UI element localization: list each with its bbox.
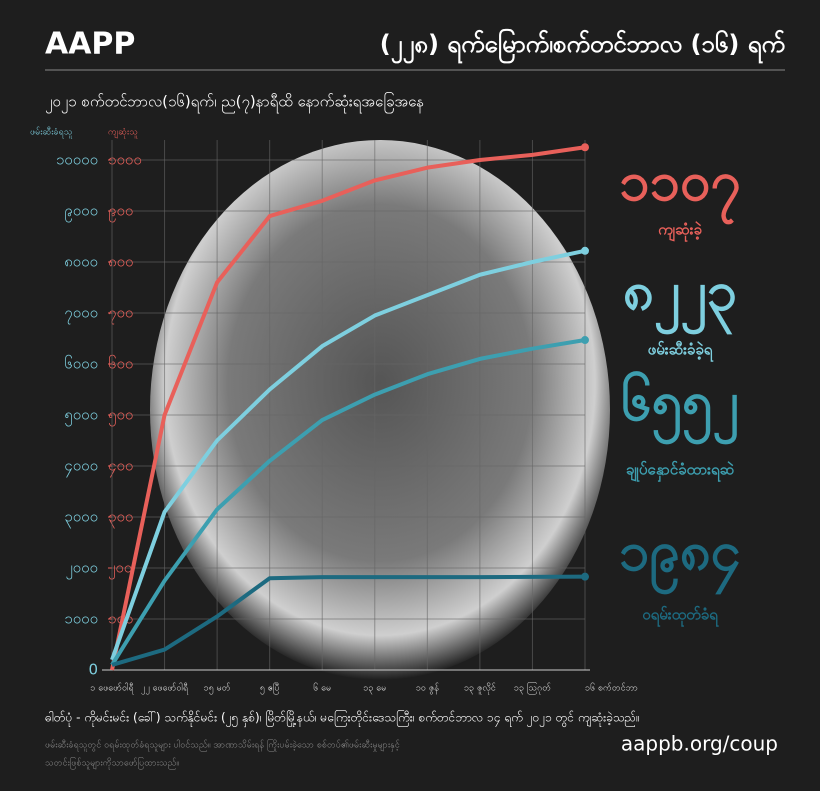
y-tick-label: ၁၀၀၀ bbox=[64, 610, 98, 628]
y-axis-label: ဖမ်းဆီးခံရသူ bbox=[30, 127, 73, 139]
x-tick-label: ၁၃ ဩဂုတ် bbox=[514, 682, 552, 695]
y2-axis-label: ကျဆုံးသူ bbox=[108, 128, 138, 139]
legend-label: ချုပ်နှောင်ခံထားရဆဲ bbox=[626, 460, 735, 483]
x-tick-label: ၅ ဧပြီ bbox=[260, 683, 280, 695]
y-tick-label: 0 bbox=[88, 661, 98, 679]
caption: ဓါတ်ပုံ - ကိုမင်းမင်း (ခေါ်) သက်နိုင်မင်… bbox=[45, 709, 640, 728]
x-tick-label: ၂၂ ဖေဖော်ဝါရီ bbox=[141, 683, 189, 695]
x-tick-label: ၁ ဖေဖော်ဝါရီ bbox=[90, 683, 134, 695]
y2-tick-label: ၂၀၀ bbox=[108, 559, 132, 580]
y-tick-label: ၇၀၀၀ bbox=[64, 304, 98, 325]
url: aappb.org/coup bbox=[621, 732, 778, 756]
photo bbox=[150, 140, 610, 680]
y-tick-label: ၅၀၀၀ bbox=[64, 406, 98, 427]
end-point bbox=[581, 246, 589, 255]
y2-tick-label: ၄၀၀ bbox=[108, 457, 133, 478]
legend-label: ကျဆုံးခဲ့ bbox=[658, 221, 702, 243]
note: သတင်းဖြစ်သူများကိုသာဖော်ပြထားသည်။ bbox=[45, 757, 179, 770]
y-tick-label: ၆၀၀၀ bbox=[64, 355, 98, 373]
y2-tick-label: ၁၀၀၀ bbox=[108, 151, 142, 169]
x-tick-label: ၁၆ စက်တင်ဘာ bbox=[585, 683, 638, 694]
total-label: ၈၂၂၃ bbox=[623, 260, 737, 335]
legend-label: ဝရမ်းထုတ်ခံရ bbox=[642, 605, 719, 628]
y2-tick-label: ၅၀၀ bbox=[108, 406, 133, 427]
y-tick-label: ၄၀၀၀ bbox=[64, 457, 98, 478]
note: ဖမ်းဆီးခံရသူတွင် ဝရမ်းထုတ်ခံရသူများ ပါဝင… bbox=[45, 739, 400, 752]
total-label: ၆၅၅၂ bbox=[621, 370, 739, 445]
y2-tick-label: ၉၀၀ bbox=[108, 202, 133, 223]
total-label: ၁၁၀၇ bbox=[619, 150, 741, 225]
y2-tick-label: ၃၀၀ bbox=[108, 508, 133, 529]
y2-tick-label: ၈၀၀ bbox=[108, 253, 133, 271]
y-tick-label: ၃၀၀၀ bbox=[64, 508, 98, 529]
y-tick-label: ၈၀၀၀ bbox=[64, 253, 98, 271]
x-tick-label: ၁၀ ဇွန် bbox=[416, 683, 440, 695]
x-tick-label: ၁၅ မတ် bbox=[204, 683, 231, 695]
end-point bbox=[581, 572, 589, 581]
end-point bbox=[581, 143, 589, 152]
y-tick-label: ၂၀၀၀ bbox=[65, 559, 98, 580]
x-tick-label: ၁၃ ဇူလိုင် bbox=[464, 683, 496, 695]
legend-label: ဖမ်းဆီးခံခဲ့ရ bbox=[648, 340, 714, 363]
subtitle: ၂၀၂၁ စက်တင်ဘာလ(၁၆)ရက်၊ ည(၇)နာရီထိ နောက်ဆ… bbox=[45, 92, 424, 114]
x-tick-label: ၁၃ မေ bbox=[363, 684, 386, 695]
y-tick-label: ၉၀၀၀ bbox=[64, 202, 98, 223]
x-tick-label: ၆ မေ bbox=[313, 683, 331, 694]
brand: AAPP bbox=[45, 27, 135, 62]
line bbox=[111, 574, 586, 667]
line bbox=[110, 145, 586, 671]
y2-tick-label: ၆၀၀ bbox=[108, 355, 133, 373]
y2-tick-label: ၇၀၀ bbox=[108, 304, 133, 325]
y-tick-label: ၁၀၀၀၀ bbox=[56, 151, 98, 169]
line bbox=[110, 338, 586, 666]
end-point bbox=[581, 336, 589, 345]
line bbox=[110, 248, 586, 661]
total-label: ၁၉၈၄ bbox=[619, 520, 741, 595]
